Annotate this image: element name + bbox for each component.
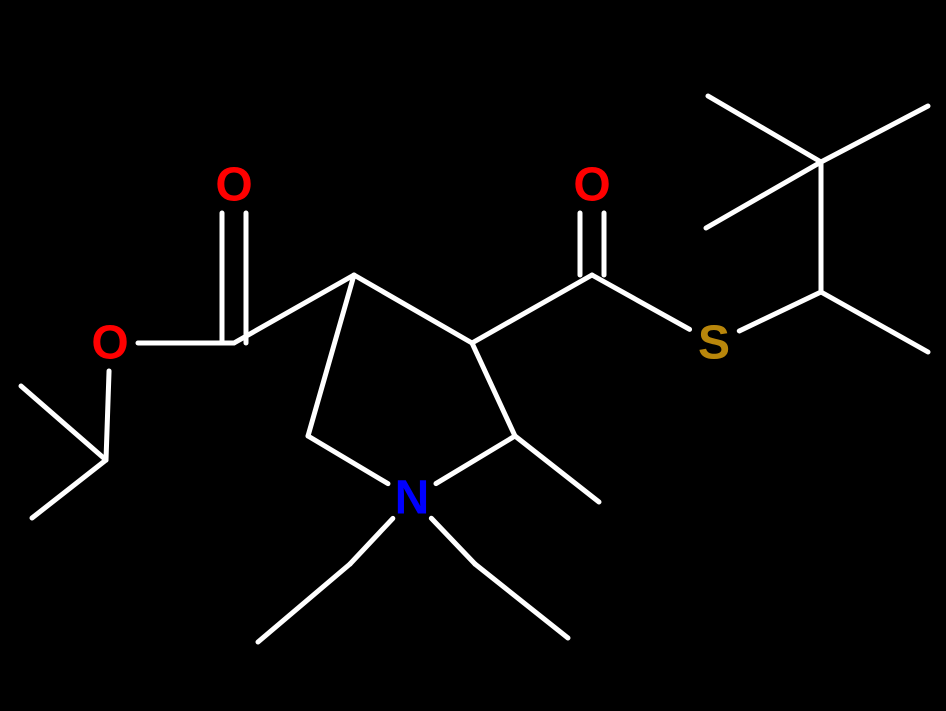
bond bbox=[515, 436, 599, 502]
atom-O: O bbox=[573, 159, 610, 212]
bond bbox=[106, 371, 109, 460]
bond bbox=[592, 275, 690, 329]
bond bbox=[472, 343, 515, 436]
atom-O: O bbox=[91, 317, 128, 370]
bond bbox=[308, 436, 388, 484]
bond bbox=[350, 518, 393, 564]
atom-N: N bbox=[395, 472, 430, 525]
bond bbox=[821, 292, 928, 352]
bond bbox=[258, 564, 350, 642]
bond bbox=[475, 564, 568, 638]
bond bbox=[21, 386, 106, 460]
bond bbox=[436, 436, 515, 484]
bond bbox=[821, 106, 928, 162]
atom-O: O bbox=[215, 159, 252, 212]
bond bbox=[739, 292, 821, 331]
bond bbox=[354, 275, 472, 343]
atom-S: S bbox=[698, 317, 730, 370]
molecule-canvas: O O O S N bbox=[0, 0, 946, 711]
bond bbox=[706, 162, 821, 228]
bond bbox=[431, 518, 475, 564]
bond bbox=[472, 275, 592, 343]
bond bbox=[708, 96, 821, 162]
bond bbox=[32, 460, 106, 518]
